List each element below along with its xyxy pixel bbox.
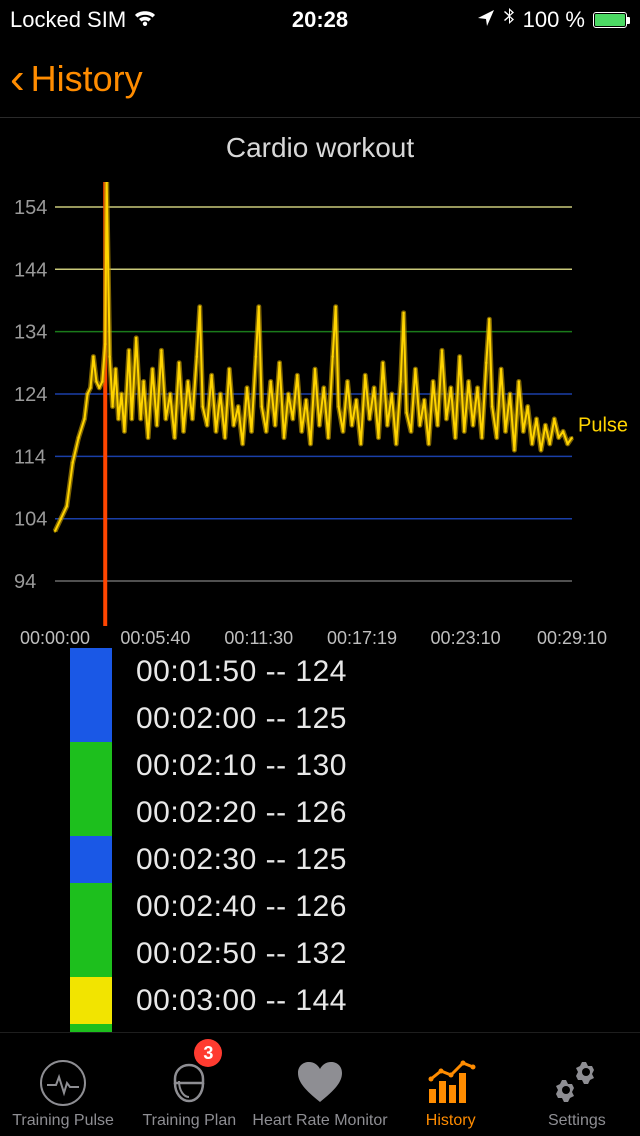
battery-icon (593, 12, 630, 28)
hr-reading-label: 00:02:20 -- 126 (136, 796, 347, 830)
tab-label: History (426, 1112, 476, 1130)
hr-reading-label: 00:02:10 -- 130 (136, 749, 347, 783)
wifi-icon (134, 7, 156, 33)
zone-color-swatch (70, 883, 112, 930)
zone-color-swatch (70, 742, 112, 789)
back-chevron-icon[interactable]: ‹ (10, 57, 25, 101)
hr-reading-label: 00:02:50 -- 132 (136, 937, 347, 971)
svg-text:00:29:10: 00:29:10 (537, 628, 607, 648)
tab-label: Heart Rate Monitor (252, 1112, 387, 1130)
history-icon (425, 1054, 477, 1112)
tab-training-plan[interactable]: Training Plan 3 (126, 1033, 252, 1136)
svg-text:94: 94 (14, 571, 36, 593)
chart-title: Cardio workout (0, 132, 640, 164)
svg-text:00:00:00: 00:00:00 (20, 628, 90, 648)
settings-icon (550, 1054, 604, 1112)
zone-color-swatch (70, 836, 112, 883)
carrier-label: Locked SIM (10, 7, 126, 33)
ios-status-bar: Locked SIM 20:28 100 % (0, 0, 640, 40)
tab-history[interactable]: History (388, 1033, 514, 1136)
hr-reading-label: 00:02:00 -- 125 (136, 702, 347, 736)
tab-badge: 3 (194, 1039, 222, 1067)
zone-color-swatch (70, 789, 112, 836)
svg-text:Pulse: Pulse (578, 414, 628, 436)
nav-header: ‹ History (0, 40, 640, 118)
svg-text:154: 154 (14, 197, 47, 219)
svg-text:144: 144 (14, 259, 47, 281)
zone-color-swatch (70, 930, 112, 977)
zone-color-swatch (70, 695, 112, 742)
hr-reading-row[interactable]: 00:02:10 -- 130 (70, 742, 640, 789)
heart-rate-monitor-icon (295, 1054, 345, 1112)
hr-reading-row[interactable]: 00:02:00 -- 125 (70, 695, 640, 742)
zone-color-swatch (70, 977, 112, 1024)
nav-title[interactable]: History (31, 58, 143, 100)
chart-svg: 94 104 114 124 134 144 154 Pulse 00:00:00 00:05:4… (0, 182, 640, 672)
hr-reading-row[interactable]: 00:02:40 -- 126 (70, 883, 640, 930)
svg-text:114: 114 (14, 446, 46, 468)
svg-text:134: 134 (14, 322, 47, 344)
svg-text:104: 104 (14, 509, 47, 531)
battery-percent: 100 % (523, 7, 585, 33)
hr-reading-label: 00:03:00 -- 144 (136, 984, 347, 1018)
svg-text:00:11:30: 00:11:30 (224, 628, 293, 648)
svg-text:00:17:19: 00:17:19 (327, 628, 397, 648)
hr-reading-label: 00:02:30 -- 125 (136, 843, 347, 877)
tab-label: Training Plan (142, 1112, 236, 1130)
tab-label: Settings (548, 1112, 606, 1130)
svg-text:00:05:40: 00:05:40 (120, 628, 190, 648)
hr-reading-row[interactable]: 00:02:20 -- 126 (70, 789, 640, 836)
hr-reading-row[interactable] (70, 1024, 640, 1032)
bluetooth-icon (503, 7, 515, 33)
hr-reading-row[interactable]: 00:02:30 -- 125 (70, 836, 640, 883)
location-icon (477, 7, 495, 33)
hr-reading-row[interactable]: 00:03:00 -- 144 (70, 977, 640, 1024)
tab-settings[interactable]: Settings (514, 1033, 640, 1136)
svg-text:00:23:10: 00:23:10 (431, 628, 501, 648)
svg-text:124: 124 (14, 384, 47, 406)
tab-label: Training Pulse (12, 1112, 114, 1130)
hr-reading-label: 00:02:40 -- 126 (136, 890, 347, 924)
tab-heart-rate-monitor[interactable]: Heart Rate Monitor (252, 1033, 387, 1136)
tab-training-pulse[interactable]: Training Pulse (0, 1033, 126, 1136)
tab-bar: Training Pulse Training Plan 3 Heart Rate M… (0, 1032, 640, 1136)
training-pulse-icon (37, 1054, 89, 1112)
hr-reading-row[interactable]: 00:02:50 -- 132 (70, 930, 640, 977)
pulse-chart[interactable]: 94 104 114 124 134 144 154 Pulse 00:00:00 00:05:4… (0, 182, 640, 672)
hr-readings-list[interactable]: 00:01:50 -- 12400:02:00 -- 12500:02:10 -… (0, 648, 640, 1032)
zone-color-swatch (70, 1024, 112, 1032)
